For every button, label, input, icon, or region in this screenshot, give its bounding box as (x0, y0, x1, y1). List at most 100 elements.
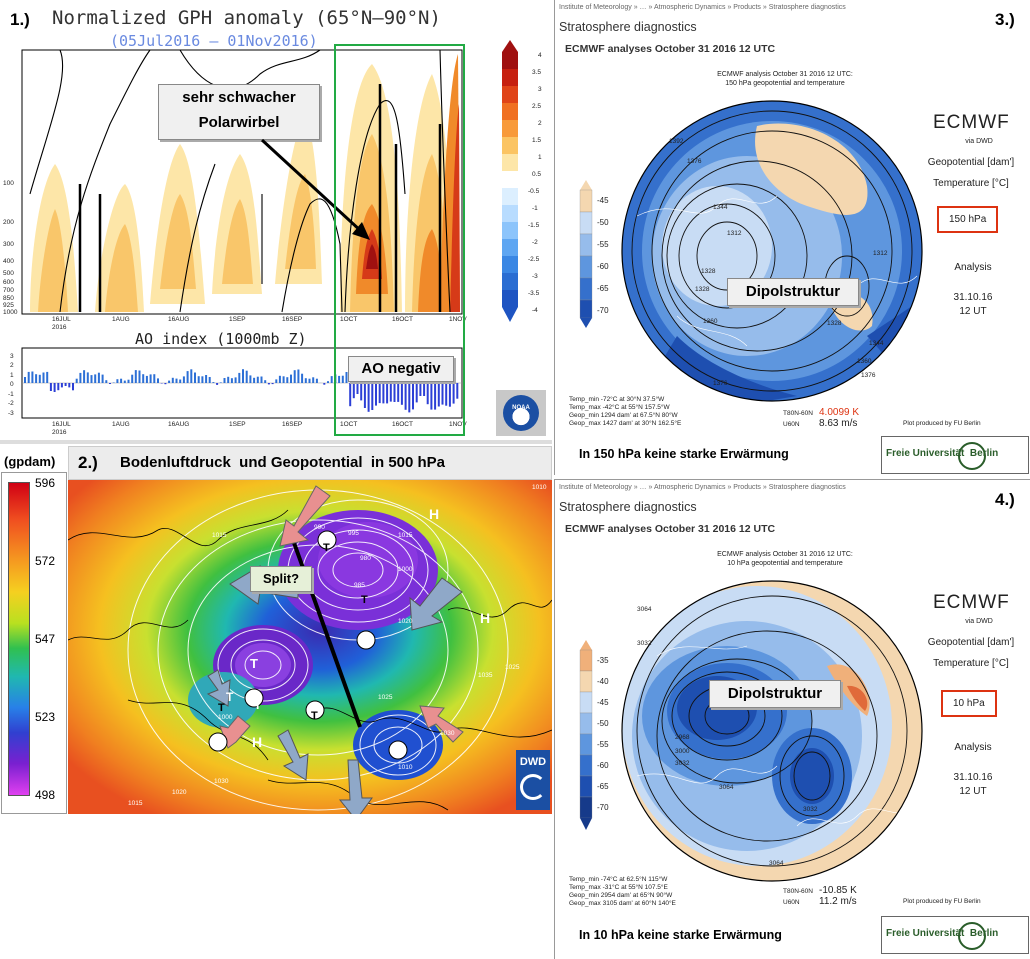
ao-bar (157, 378, 159, 383)
contour-label: 1344 (713, 204, 727, 212)
t-diff-value: 4.0099 K (819, 407, 859, 418)
pressure-label: 995 (348, 530, 359, 538)
ao-bar (24, 377, 26, 383)
u-value: 11.2 m/s (819, 896, 857, 907)
low-symbol: T (311, 710, 318, 722)
ao-bar (201, 376, 203, 383)
ao-bar (216, 383, 218, 385)
analysis-label: Analysis (933, 262, 1013, 273)
geopotential-label: Geopotential [dam'] (911, 157, 1030, 168)
panel-number: 2.) (78, 453, 98, 473)
ao-bar (264, 380, 266, 383)
ao-bar (31, 372, 33, 384)
ao-index-plot (0, 346, 552, 436)
ao-bar (139, 371, 141, 384)
contour-label: 3064 (769, 860, 783, 868)
contour-label: 2968 (675, 734, 689, 742)
ao-y-tick: 2 (10, 362, 14, 370)
pressure-label: 1030 (214, 778, 228, 786)
noaa-emblem: NOAA (503, 395, 539, 431)
noaa-text: NOAA (503, 405, 539, 411)
ao-bar (194, 373, 196, 384)
ao-y-tick: 0 (10, 381, 14, 389)
gpdam-colorbar (8, 482, 30, 796)
dwd-logo: DWD (516, 750, 550, 810)
date-label: 31.10.16 (933, 292, 1013, 303)
map-title-line: ECMWF analysis October 31 2016 12 UTC: (685, 550, 885, 559)
contour-label: 1328 (827, 320, 841, 328)
ao-bar (128, 380, 130, 383)
ao-bar (54, 383, 56, 392)
ao-bar (98, 373, 100, 383)
pressure-label: 1035 (478, 672, 492, 680)
time-label: 12 UT (933, 786, 1013, 797)
ao-bar (146, 376, 148, 383)
low-symbol: T (254, 698, 261, 712)
contour-label: 1376 (687, 158, 701, 166)
pressure-label: 1025 (378, 694, 392, 702)
level-box: 10 hPa (941, 690, 997, 717)
dwd-swirl-icon (520, 774, 546, 800)
contour-label: 3032 (637, 640, 651, 648)
ao-bar (109, 383, 111, 384)
ao-bar (275, 379, 277, 383)
t-diff-label: T80N-60N (783, 410, 813, 418)
ao-bar (135, 370, 137, 383)
ao-bar (235, 377, 237, 383)
ao-bar (176, 379, 178, 383)
contour-label: 3064 (637, 606, 651, 614)
colorbar-label: -70 (597, 307, 609, 315)
dwd-text: DWD (516, 756, 550, 768)
ao-bar (116, 379, 118, 383)
contour-label: 1328 (701, 268, 715, 276)
contour-label: 1360 (703, 318, 717, 326)
panel-gph-anomaly: 1.) Normalized GPH anomaly (65°N–90°N) (… (0, 0, 552, 440)
ao-bar (35, 374, 37, 383)
ao-bar (43, 373, 45, 384)
ao-bar (205, 375, 207, 383)
ao-bar (209, 377, 211, 383)
ao-bar (238, 373, 240, 383)
breadcrumb[interactable]: Institute of Meteorology » … » Atmospher… (559, 4, 846, 11)
pressure-label: 1025 (505, 664, 519, 672)
high-symbol: H (252, 734, 262, 750)
colorbar-label: -35 (597, 657, 609, 665)
ao-bar (39, 375, 41, 383)
callout-dipole: Dipolstruktur (709, 680, 841, 708)
temperature-label: Temperature [°C] (911, 658, 1030, 669)
low-symbol: T (250, 656, 258, 671)
colorbar-label: -40 (597, 678, 609, 686)
level-box: 150 hPa (937, 206, 998, 233)
ao-bar (76, 379, 78, 383)
panel-caption: In 150 hPa keine starke Erwärmung (579, 447, 789, 461)
stats-line: Geop_min 1294 dam' at 67.5°N 80°W (569, 412, 681, 420)
breadcrumb[interactable]: Institute of Meteorology » … » Atmospher… (559, 484, 846, 491)
panel2-title: Bodenluftdruck und Geopotential in 500 h… (120, 454, 445, 471)
high-symbol: H (480, 610, 490, 626)
colorbar-label: -50 (597, 219, 609, 227)
colorbar-label: -50 (597, 720, 609, 728)
page-subtitle: ECMWF analyses October 31 2016 12 UTC (565, 523, 775, 535)
callout-split: Split? (250, 566, 312, 592)
pressure-label: 1000 (398, 566, 412, 574)
ao-bar (57, 383, 59, 390)
ao-bar (286, 377, 288, 383)
colorbar-label: 596 (35, 476, 55, 490)
x-tick: 16SEP (282, 421, 302, 429)
ao-y-tick: -2 (8, 400, 14, 408)
time-label: 12 UT (933, 306, 1013, 317)
callout-dipole: Dipolstruktur (727, 278, 859, 306)
stats-line: Geop_min 2954 dam' at 65°N 90°W (569, 892, 676, 900)
ao-bar (272, 383, 274, 384)
via-label: via DWD (949, 618, 1009, 625)
low-symbol: T (323, 542, 330, 554)
ao-bar (150, 374, 152, 383)
ao-bar (253, 378, 255, 383)
low-symbol: T (218, 702, 225, 714)
colorbar-label: -55 (597, 241, 609, 249)
map-title-line: 10 hPa geopotential and temperature (685, 559, 885, 568)
ao-bar (261, 377, 263, 384)
ao-bar (172, 378, 174, 383)
colorbar-label: -45 (597, 699, 609, 707)
temperature-label: Temperature [°C] (911, 178, 1030, 189)
